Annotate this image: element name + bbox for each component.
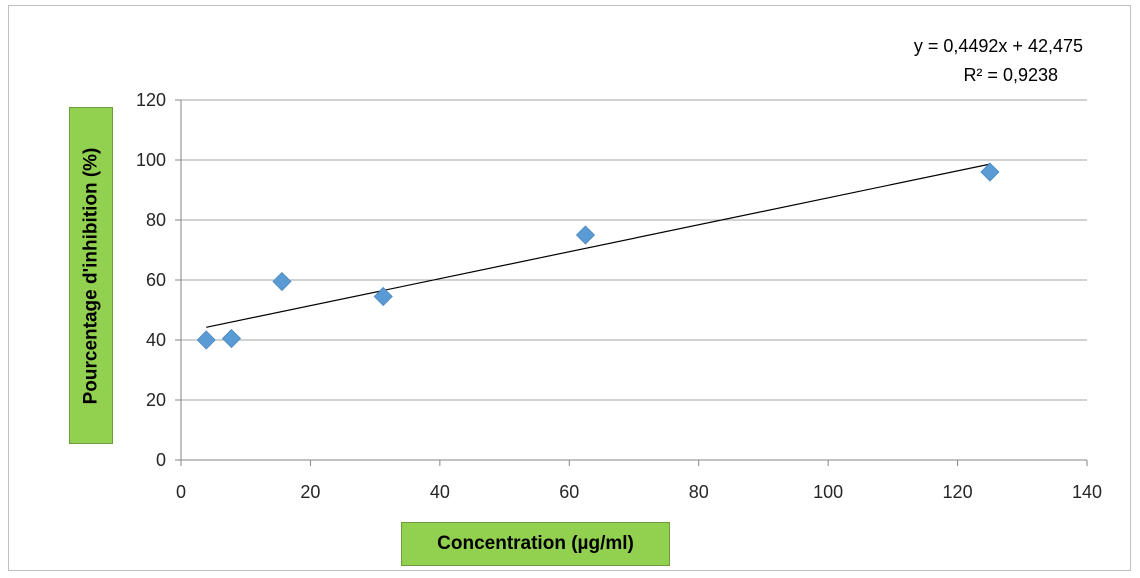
x-axis-title-text: Concentration (µg/ml) bbox=[437, 533, 634, 554]
y-tick-label: 100 bbox=[136, 150, 166, 170]
x-tick-label: 120 bbox=[943, 482, 973, 502]
y-tick-label: 60 bbox=[146, 270, 166, 290]
x-tick-label: 80 bbox=[689, 482, 709, 502]
x-tick-label: 0 bbox=[176, 482, 186, 502]
data-point bbox=[221, 328, 242, 349]
y-tick-label: 120 bbox=[136, 90, 166, 110]
x-axis-title: Concentration (µg/ml) bbox=[401, 522, 670, 566]
y-axis-title: Pourcentage d'inhibition (%) bbox=[69, 107, 113, 444]
y-tick-label: 40 bbox=[146, 330, 166, 350]
y-tick-label: 20 bbox=[146, 390, 166, 410]
y-tick-label: 80 bbox=[146, 210, 166, 230]
data-point bbox=[196, 330, 216, 350]
data-points bbox=[196, 162, 1000, 350]
grid-lines bbox=[181, 99, 1087, 401]
data-point bbox=[272, 271, 292, 292]
x-tick-label: 20 bbox=[300, 482, 320, 502]
data-point bbox=[373, 286, 393, 307]
x-tick-label: 100 bbox=[813, 482, 843, 502]
chart-area bbox=[8, 5, 1131, 571]
y-tick-label: 0 bbox=[156, 450, 166, 470]
x-tick-label: 140 bbox=[1072, 482, 1102, 502]
data-point bbox=[575, 225, 596, 245]
x-tick-label: 60 bbox=[559, 482, 579, 502]
trendline-equation: y = 0,4492x + 42,475 bbox=[914, 36, 1083, 56]
axes bbox=[175, 99, 1088, 466]
trendline bbox=[206, 163, 991, 328]
y-tick-labels: 0 20 40 60 80 100 120 bbox=[136, 90, 166, 470]
data-point bbox=[980, 162, 1000, 182]
x-tick-labels: 0 20 40 60 80 100 120 140 bbox=[176, 482, 1102, 502]
y-axis-title-text: Pourcentage d'inhibition (%) bbox=[80, 147, 102, 404]
trendline-r-squared: R² = 0,9238 bbox=[963, 65, 1058, 85]
x-tick-label: 40 bbox=[430, 482, 450, 502]
